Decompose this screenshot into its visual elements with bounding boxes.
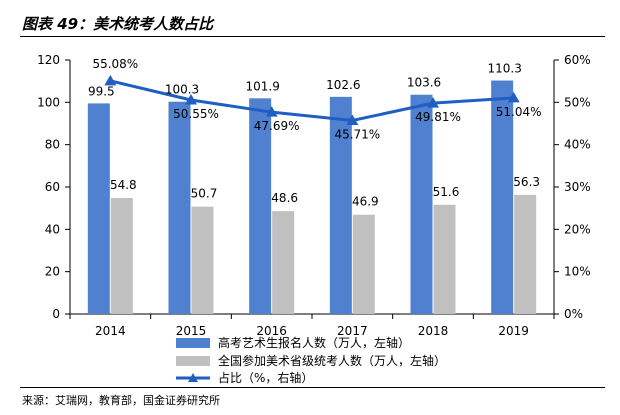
- bar-enrollment-label: 110.3: [487, 62, 521, 76]
- x-tick-label: 2018: [418, 324, 449, 338]
- left-tick-label: 20: [45, 265, 60, 279]
- bar-enrollment: [410, 94, 433, 314]
- bar-art-exam: [272, 211, 295, 314]
- right-tick-label: 20%: [564, 222, 591, 236]
- title-bar: 图表 49：美术统考人数占比: [20, 6, 605, 37]
- bar-enrollment: [87, 103, 110, 315]
- bar-art-exam-label: 51.6: [433, 185, 460, 199]
- right-tick-label: 60%: [564, 53, 591, 67]
- bar-art-exam-label: 50.7: [191, 187, 218, 201]
- left-tick-label: 100: [37, 95, 60, 109]
- left-tick-label: 80: [45, 138, 60, 152]
- right-tick-label: 10%: [564, 265, 591, 279]
- legend-swatch-art-exam: [176, 356, 210, 366]
- bar-art-exam-label: 56.3: [513, 175, 540, 189]
- bar-enrollment-label: 103.6: [407, 76, 441, 90]
- bar-art-exam-label: 54.8: [110, 178, 137, 192]
- left-tick-label: 60: [45, 180, 60, 194]
- left-tick-label: 0: [52, 307, 60, 321]
- ratio-marker: [346, 114, 359, 125]
- source-bar: 来源：艾瑞网，教育部，国金证券研究所: [20, 387, 605, 407]
- bar-enrollment-label: 99.5: [88, 84, 115, 98]
- right-tick-label: 0%: [564, 307, 583, 321]
- bar-enrollment: [491, 80, 514, 314]
- right-tick-label: 50%: [564, 95, 591, 109]
- bar-enrollment: [329, 96, 352, 314]
- bar-art-exam-label: 46.9: [352, 195, 379, 209]
- chart-title: 图表 49：美术统考人数占比: [22, 15, 214, 33]
- ratio-marker: [265, 106, 278, 117]
- bar-enrollment-label: 100.3: [165, 83, 199, 97]
- ratio-marker: [507, 91, 520, 103]
- bar-art-exam: [433, 204, 456, 314]
- ratio-label: 45.71%: [334, 127, 380, 141]
- ratio-label: 51.04%: [496, 105, 542, 119]
- bar-enrollment-label: 101.9: [245, 79, 279, 93]
- right-tick-label: 40%: [564, 138, 591, 152]
- legend-label-ratio: 占比（%，右轴）: [218, 370, 313, 385]
- ratio-marker: [185, 94, 197, 105]
- ratio-label: 55.08%: [92, 57, 138, 71]
- ratio-marker: [427, 97, 439, 108]
- x-tick-label: 2014: [95, 324, 126, 338]
- legend-label-art-exam: 全国参加美术省级统考人数（万人，左轴）: [218, 353, 446, 368]
- legend-swatch-ratio-marker: [188, 373, 198, 382]
- bar-art-exam: [352, 214, 375, 314]
- legend-label-enrollment: 高考艺术生报名人数（万人，左轴）: [218, 335, 410, 350]
- bar-art-exam: [191, 206, 214, 314]
- x-tick-label: 2017: [337, 324, 368, 338]
- ratio-marker: [104, 74, 117, 86]
- x-tick-label: 2016: [256, 324, 287, 338]
- ratio-line: [109, 79, 514, 123]
- left-tick-label: 40: [45, 222, 60, 236]
- bar-enrollment-label: 102.6: [326, 78, 360, 92]
- bar-enrollment: [249, 98, 272, 314]
- left-tick-label: 120: [37, 53, 60, 67]
- ratio-label: 50.55%: [173, 107, 219, 121]
- x-tick-label: 2015: [176, 324, 207, 338]
- ratio-label: 47.69%: [254, 119, 300, 133]
- bar-enrollment: [168, 101, 191, 314]
- legend-swatch-enrollment: [176, 338, 210, 348]
- x-tick-label: 2019: [498, 324, 529, 338]
- ratio-label: 49.81%: [415, 110, 461, 124]
- source-note: 来源：艾瑞网，教育部，国金证券研究所: [22, 394, 220, 407]
- right-tick-label: 30%: [564, 180, 591, 194]
- bar-art-exam-label: 48.6: [271, 191, 298, 205]
- bar-art-exam: [110, 198, 133, 314]
- bar-art-exam: [514, 194, 537, 314]
